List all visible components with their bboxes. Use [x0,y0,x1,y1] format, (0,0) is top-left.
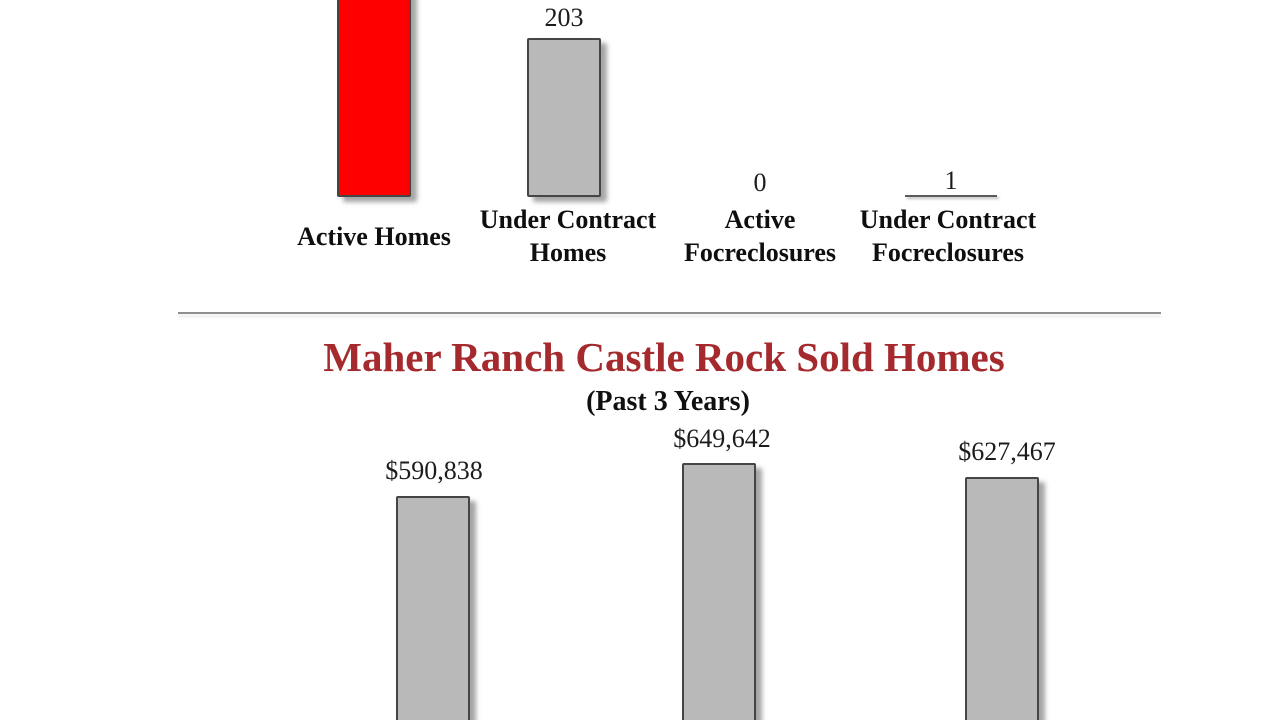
bar-under-contract-homes [527,38,601,197]
value-under-contract-homes: 203 [544,3,584,32]
value-sold-year-2: $649,642 [673,424,771,453]
value-under-contract-focreclosures: 1 [944,166,958,195]
bar-sold-year-1 [396,496,470,720]
bar-under-contract-focreclosures [905,195,997,197]
sold-chart-title: Maher Ranch Castle Rock Sold Homes [323,334,1005,380]
value-sold-year-3: $627,467 [958,437,1056,466]
category-active-homes: Active Homes [297,221,451,251]
value-active-focreclosures: 0 [753,168,767,197]
category-active-focreclosures: Active Focreclosures [683,205,837,267]
bar-sold-year-3 [965,477,1039,720]
category-under-contract-homes: Under Contract Homes [479,205,657,267]
sold-chart-subtitle: (Past 3 Years) [586,386,750,417]
category-under-contract-focreclosures: Under Contract Focreclosures [859,205,1037,267]
bar-sold-year-2 [682,463,756,720]
bar-active-homes [337,0,411,197]
value-sold-year-1: $590,838 [385,456,483,485]
section-divider [178,312,1161,314]
